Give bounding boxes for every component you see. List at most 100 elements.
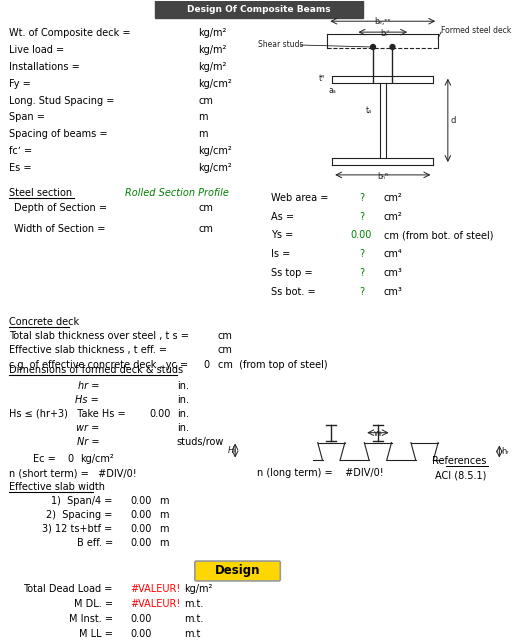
Text: M DL. =: M DL. = <box>74 599 113 609</box>
Text: in.: in. <box>177 409 189 419</box>
Text: References: References <box>432 456 487 467</box>
Text: Width of Section =: Width of Section = <box>14 224 105 235</box>
Text: Ys =: Ys = <box>271 230 294 240</box>
Text: in.: in. <box>177 381 189 391</box>
Text: 3) 12 ts+btf =: 3) 12 ts+btf = <box>42 524 113 534</box>
Text: M LL =: M LL = <box>79 629 113 639</box>
Text: ?: ? <box>359 193 364 203</box>
Text: cm²: cm² <box>384 212 402 222</box>
Text: hr =: hr = <box>78 381 99 391</box>
Text: cm: cm <box>198 224 213 235</box>
Text: Installations =: Installations = <box>9 62 80 72</box>
Text: bₙᴿ: bₙᴿ <box>377 172 389 181</box>
Text: ?: ? <box>359 212 364 222</box>
Text: cm  (from top of steel): cm (from top of steel) <box>218 360 327 370</box>
Text: B eff. =: B eff. = <box>77 538 113 547</box>
Text: kg/m²: kg/m² <box>184 585 212 594</box>
Text: 0.00: 0.00 <box>130 496 152 506</box>
Text: Live load =: Live load = <box>9 45 64 55</box>
Text: cm³: cm³ <box>384 268 403 278</box>
Text: kg/cm²: kg/cm² <box>198 79 232 88</box>
Text: m.t.: m.t. <box>184 599 203 609</box>
Text: in.: in. <box>177 395 189 405</box>
Text: Es =: Es = <box>9 163 31 173</box>
Text: m: m <box>198 112 208 122</box>
Text: aₐ: aₐ <box>328 86 336 95</box>
Text: c.g. of effective concrete deck , yc =: c.g. of effective concrete deck , yc = <box>9 360 188 370</box>
Text: kg/cm²: kg/cm² <box>80 454 114 465</box>
Text: Is =: Is = <box>271 249 290 259</box>
Text: cm²: cm² <box>384 193 402 203</box>
Text: m.t: m.t <box>184 629 200 639</box>
Text: #VALEUR!: #VALEUR! <box>130 585 181 594</box>
Text: kg/m²: kg/m² <box>198 28 227 38</box>
Text: 0.00: 0.00 <box>130 510 152 520</box>
Text: #VALEUR!: #VALEUR! <box>130 599 181 609</box>
Text: 0.00: 0.00 <box>149 409 171 419</box>
Text: Ss bot. =: Ss bot. = <box>271 287 316 297</box>
Text: 0: 0 <box>203 360 209 370</box>
Text: m: m <box>159 538 169 547</box>
Text: 0.00: 0.00 <box>130 614 152 624</box>
Text: Design Of Composite Beams: Design Of Composite Beams <box>186 5 330 14</box>
Text: tᴿ: tᴿ <box>319 74 325 83</box>
Circle shape <box>371 44 375 49</box>
Text: 1)  Span/4 =: 1) Span/4 = <box>51 496 113 506</box>
Text: kg/m²: kg/m² <box>198 62 227 72</box>
Text: Nr =: Nr = <box>77 437 99 447</box>
Text: 0.00: 0.00 <box>130 629 152 639</box>
Text: 0.00: 0.00 <box>351 230 372 240</box>
Text: cm: cm <box>198 96 213 106</box>
Text: cm: cm <box>218 331 232 340</box>
Text: m: m <box>198 129 208 139</box>
Text: M Inst. =: M Inst. = <box>69 614 113 624</box>
Text: wᵣ: wᵣ <box>373 429 382 438</box>
Text: cm⁴: cm⁴ <box>384 249 402 259</box>
Text: Total Dead Load =: Total Dead Load = <box>23 585 113 594</box>
Text: in.: in. <box>177 422 189 433</box>
Text: Effective slab thickness , t eff. =: Effective slab thickness , t eff. = <box>9 345 167 355</box>
Text: 0.00: 0.00 <box>130 524 152 534</box>
Text: kg/m²: kg/m² <box>198 45 227 55</box>
Text: Spacing of beams =: Spacing of beams = <box>9 129 107 139</box>
Text: Hs ≤ (hr+3)   Take Hs =: Hs ≤ (hr+3) Take Hs = <box>9 409 126 419</box>
Text: bₜᶠ: bₜᶠ <box>380 29 390 38</box>
Text: Effective slab width: Effective slab width <box>9 482 105 492</box>
Text: Total slab thickness over steel , t s =: Total slab thickness over steel , t s = <box>9 331 188 340</box>
Text: Ec =: Ec = <box>33 454 56 465</box>
Text: 0.00: 0.00 <box>130 538 152 547</box>
Text: cm (from bot. of steel): cm (from bot. of steel) <box>384 230 493 240</box>
Text: Fy =: Fy = <box>9 79 31 88</box>
Text: Long. Stud Spacing =: Long. Stud Spacing = <box>9 96 114 106</box>
Text: Concrete deck: Concrete deck <box>9 317 79 327</box>
Text: fcʼ =: fcʼ = <box>9 146 32 156</box>
Text: 2)  Spacing =: 2) Spacing = <box>46 510 113 520</box>
Text: cm³: cm³ <box>384 287 403 297</box>
Text: Span =: Span = <box>9 112 45 122</box>
Bar <box>155 1 363 18</box>
Text: m.t.: m.t. <box>184 614 203 624</box>
Text: studs/row: studs/row <box>177 437 224 447</box>
Text: cm: cm <box>198 203 213 213</box>
Text: kg/cm²: kg/cm² <box>198 146 232 156</box>
Text: n (short term) =   #DIV/0!: n (short term) = #DIV/0! <box>9 469 136 478</box>
Text: H: H <box>228 446 233 455</box>
Text: Hs =: Hs = <box>76 395 99 405</box>
Text: Formed steel deck: Formed steel deck <box>441 26 511 35</box>
Text: s: s <box>232 447 235 453</box>
Text: Design: Design <box>215 565 260 578</box>
Text: Shear studs: Shear studs <box>258 40 304 49</box>
Text: Ss top =: Ss top = <box>271 268 313 278</box>
Text: Depth of Section =: Depth of Section = <box>14 203 107 213</box>
Text: n (long term) =    #DIV/0!: n (long term) = #DIV/0! <box>257 469 383 478</box>
Text: Steel section: Steel section <box>9 188 72 197</box>
Text: ?: ? <box>359 268 364 278</box>
Text: Dimensions of formed deck & studs: Dimensions of formed deck & studs <box>9 365 183 375</box>
Text: bₑ,ᵉᵉ: bₑ,ᵉᵉ <box>374 17 391 26</box>
Text: m: m <box>159 524 169 534</box>
Text: kg/cm²: kg/cm² <box>198 163 232 173</box>
Text: m: m <box>159 496 169 506</box>
FancyBboxPatch shape <box>195 561 280 581</box>
Text: As =: As = <box>271 212 294 222</box>
Text: d: d <box>451 116 456 125</box>
